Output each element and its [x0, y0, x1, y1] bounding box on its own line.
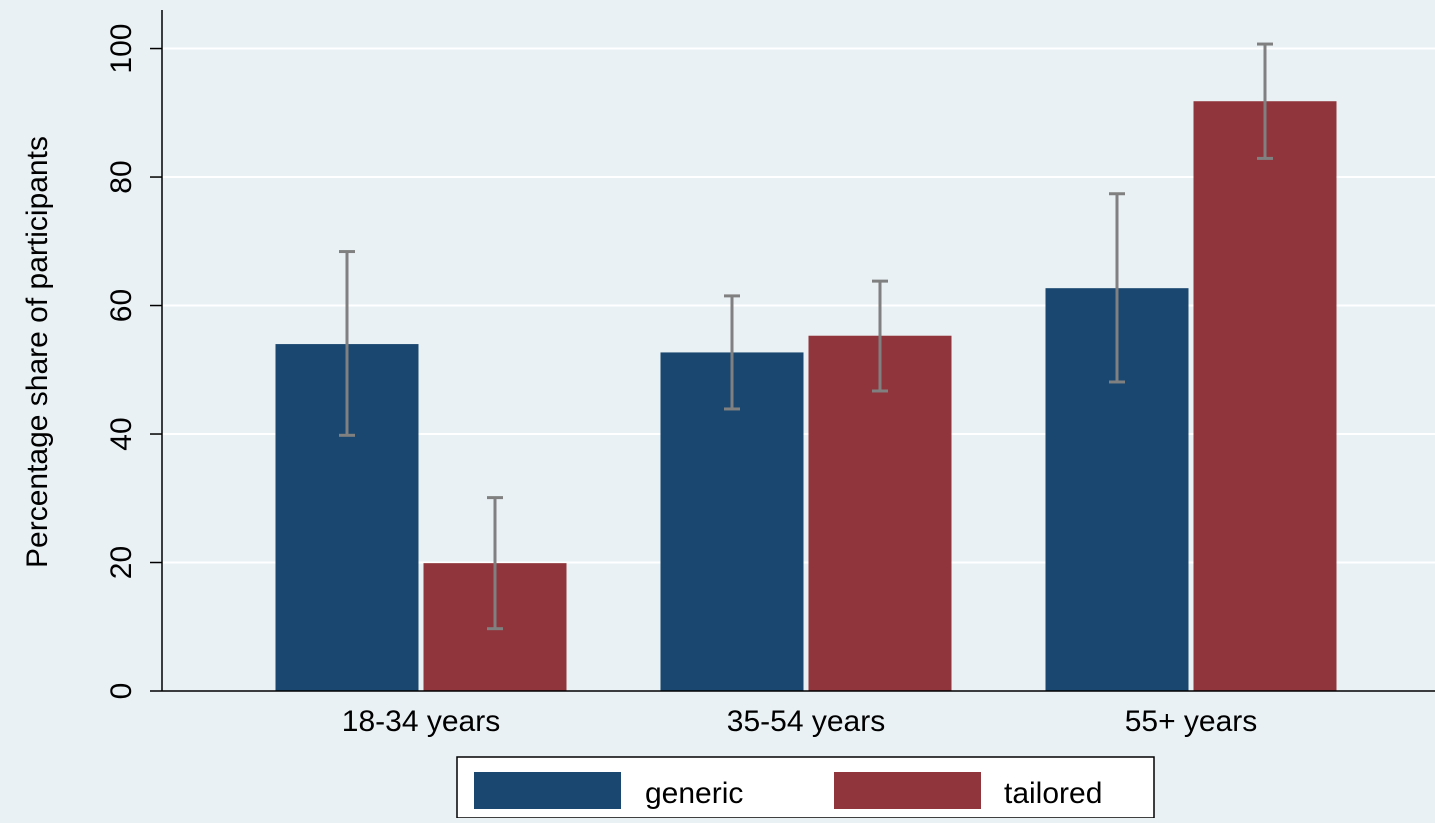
error-bar-generic-2	[1109, 192, 1125, 384]
axes	[161, 10, 1435, 692]
bars	[275, 101, 1337, 692]
legend-swatch-tailored	[834, 772, 981, 809]
error-bar-generic-0	[339, 250, 355, 437]
legend-swatch-generic	[474, 772, 621, 809]
y-tick-label: 0	[105, 683, 138, 700]
x-tick-label: 18-34 years	[342, 705, 500, 738]
error-bars	[339, 42, 1273, 631]
x-ticks: 18-34 years 35-54 years 55+ years	[342, 705, 1258, 738]
bar-tailored-2	[1193, 101, 1337, 692]
y-tick-label: 60	[105, 289, 138, 322]
y-tick-label: 100	[105, 24, 138, 74]
legend-label-generic: generic	[645, 777, 743, 810]
y-ticks: 0 20 40 60 80 100	[105, 24, 162, 700]
error-bar-generic-1	[724, 294, 740, 411]
x-tick-label: 35-54 years	[727, 705, 885, 738]
y-tick-label: 40	[105, 417, 138, 450]
x-tick-label: 55+ years	[1125, 705, 1258, 738]
bar-tailored-1	[808, 335, 952, 691]
y-tick-label: 20	[105, 546, 138, 579]
error-bar-tailored-1	[872, 279, 888, 393]
legend: generic tailored	[456, 756, 1155, 819]
y-axis-label: Percentage share of participants	[21, 136, 54, 568]
y-tick-label: 80	[105, 160, 138, 193]
error-bar-tailored-0	[487, 496, 503, 631]
error-bar-tailored-2	[1257, 42, 1273, 160]
legend-label-tailored: tailored	[1004, 777, 1102, 810]
